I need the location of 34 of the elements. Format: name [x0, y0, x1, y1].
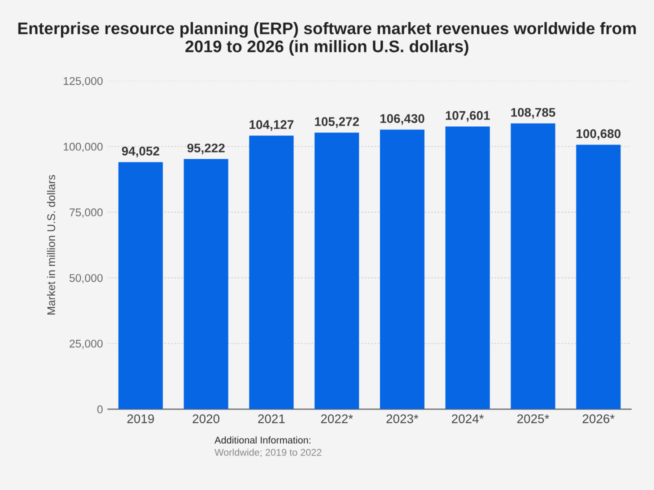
chart-title: Enterprise resource planning (ERP) software market revenues worldwide from 2019 to 2026 (in million U.S. dollars) — [18, 22, 636, 56]
x-tick-label: 2023* — [386, 414, 418, 424]
data-label: 100,680 — [576, 129, 620, 140]
y-tick-label: 50,000 — [70, 274, 103, 284]
bar — [314, 132, 360, 410]
x-tick-label: 2019 — [127, 414, 154, 424]
y-tick-label: 125,000 — [64, 77, 103, 86]
data-label: 104,127 — [250, 120, 294, 131]
data-label: 105,272 — [315, 117, 359, 128]
x-tick-label: 2020 — [192, 414, 220, 424]
y-axis-title: Market in million U.S. dollars — [46, 175, 56, 314]
bar — [249, 136, 294, 410]
data-label: 107,601 — [446, 111, 490, 122]
bar — [510, 123, 556, 410]
data-label: 95,222 — [187, 144, 225, 154]
data-label: 108,785 — [511, 108, 556, 119]
y-tick-label: 75,000 — [70, 208, 103, 218]
y-tick-label: 25,000 — [70, 340, 103, 349]
text: Additional Information: — [214, 436, 310, 444]
data-label: 106,430 — [380, 114, 424, 125]
x-tick-label: 2021 — [258, 414, 285, 424]
y-tick-label: 0 — [97, 405, 103, 414]
x-tick-label: 2026* — [582, 414, 615, 424]
data-label: 94,052 — [122, 146, 160, 158]
bar — [576, 144, 621, 410]
x-tick-label: 2024* — [452, 414, 484, 424]
x-tick-label: 2022* — [321, 414, 353, 424]
bar — [184, 159, 228, 410]
y-tick-label: 100,000 — [64, 142, 103, 152]
x-tick-label: 2025* — [517, 414, 550, 424]
bar — [445, 126, 490, 410]
bar — [118, 162, 163, 410]
text: Worldwide; 2019 to 2022 — [214, 448, 322, 457]
bar — [380, 130, 424, 410]
